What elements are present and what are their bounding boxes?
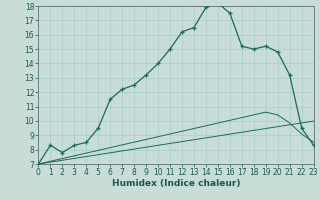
X-axis label: Humidex (Indice chaleur): Humidex (Indice chaleur) xyxy=(112,179,240,188)
